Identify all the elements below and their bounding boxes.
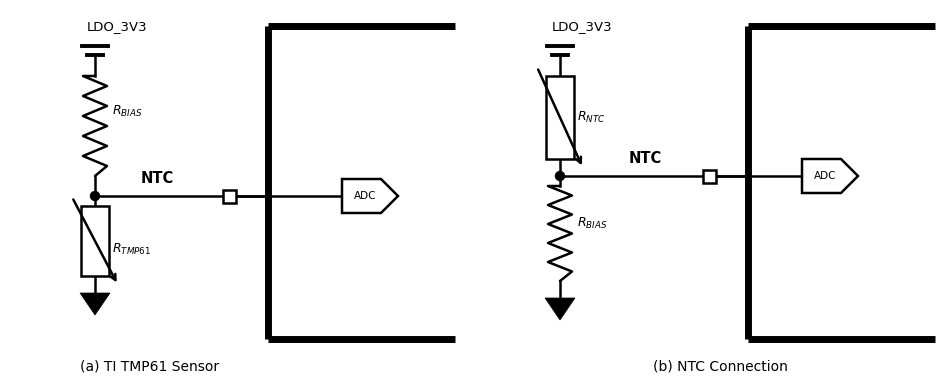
- Polygon shape: [80, 293, 110, 315]
- Text: NTC: NTC: [141, 171, 174, 186]
- Bar: [546, 76, 574, 159]
- Text: $\mathit{R}_{BIAS}$: $\mathit{R}_{BIAS}$: [112, 104, 143, 118]
- Text: $\mathit{R}_{NTC}$: $\mathit{R}_{NTC}$: [577, 110, 606, 125]
- Circle shape: [556, 171, 564, 181]
- Text: ADC: ADC: [354, 191, 377, 201]
- Text: $\mathit{R}_{BIAS}$: $\mathit{R}_{BIAS}$: [577, 216, 608, 231]
- Polygon shape: [342, 179, 398, 213]
- Text: (a) TI TMP61 Sensor: (a) TI TMP61 Sensor: [81, 360, 220, 374]
- Polygon shape: [802, 159, 858, 193]
- Bar: [703, 170, 716, 182]
- Text: NTC: NTC: [628, 151, 662, 166]
- Text: LDO_3V3: LDO_3V3: [552, 20, 612, 33]
- Bar: [81, 206, 109, 276]
- Polygon shape: [545, 298, 575, 320]
- Text: ADC: ADC: [814, 171, 837, 181]
- Text: $\mathit{R}_{TMP61}$: $\mathit{R}_{TMP61}$: [112, 242, 151, 256]
- Bar: [223, 189, 237, 202]
- Text: LDO_3V3: LDO_3V3: [87, 20, 147, 33]
- Text: (b) NTC Connection: (b) NTC Connection: [653, 360, 788, 374]
- Circle shape: [90, 192, 100, 200]
